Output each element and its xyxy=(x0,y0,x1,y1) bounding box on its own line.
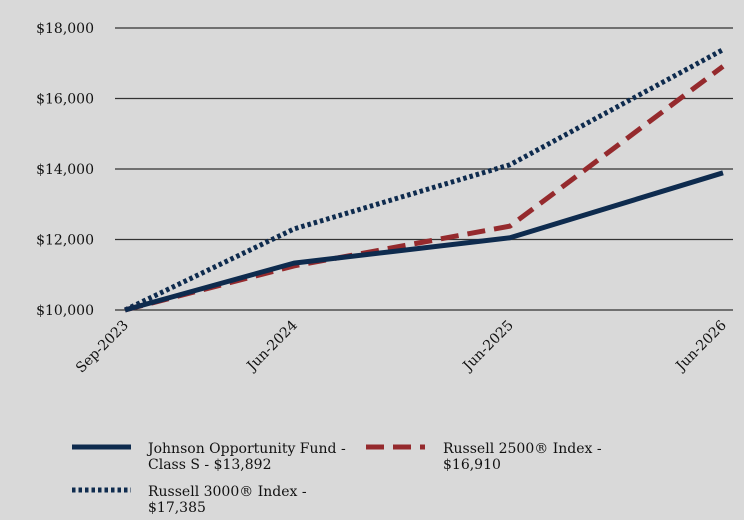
y-axis-ticks: $10,000 $12,000 $14,000 $16,000 $18,000 xyxy=(36,21,94,319)
legend-item-1: Russell 2500® Index -$16,910 xyxy=(366,441,602,473)
legend: Johnson Opportunity Fund -Class S - $13,… xyxy=(72,441,602,516)
legend-label: Russell 3000® Index - xyxy=(148,484,307,500)
legend-label: $16,910 xyxy=(443,457,501,473)
series-lines xyxy=(123,47,725,313)
y-tick-label: $10,000 xyxy=(36,303,94,319)
gridlines xyxy=(115,27,733,311)
legend-item-2: Russell 3000® Index -$17,385 xyxy=(72,484,307,516)
y-tick-label: $14,000 xyxy=(36,162,94,178)
legend-label: Russell 2500® Index - xyxy=(443,441,602,457)
x-tick-label: Jun-2024 xyxy=(243,317,301,375)
x-tick-label: Jun-2025 xyxy=(459,318,517,376)
y-tick-label: $16,000 xyxy=(36,92,94,108)
series-line-2 xyxy=(123,47,725,313)
x-axis-ticks: Sep-2023 Jun-2024 Jun-2025 Jun-2026 xyxy=(73,317,730,376)
series-line-1 xyxy=(124,64,725,313)
y-tick-label: $12,000 xyxy=(36,233,94,249)
y-tick-label: $18,000 xyxy=(36,21,94,37)
legend-label: $17,385 xyxy=(148,500,206,516)
x-tick-label: Sep-2023 xyxy=(73,318,132,377)
x-tick-label: Jun-2026 xyxy=(672,317,730,375)
legend-label: Class S - $13,892 xyxy=(148,457,271,473)
legend-label: Johnson Opportunity Fund - xyxy=(146,441,346,457)
series-line-0 xyxy=(124,170,724,313)
legend-item-0: Johnson Opportunity Fund -Class S - $13,… xyxy=(72,441,346,473)
